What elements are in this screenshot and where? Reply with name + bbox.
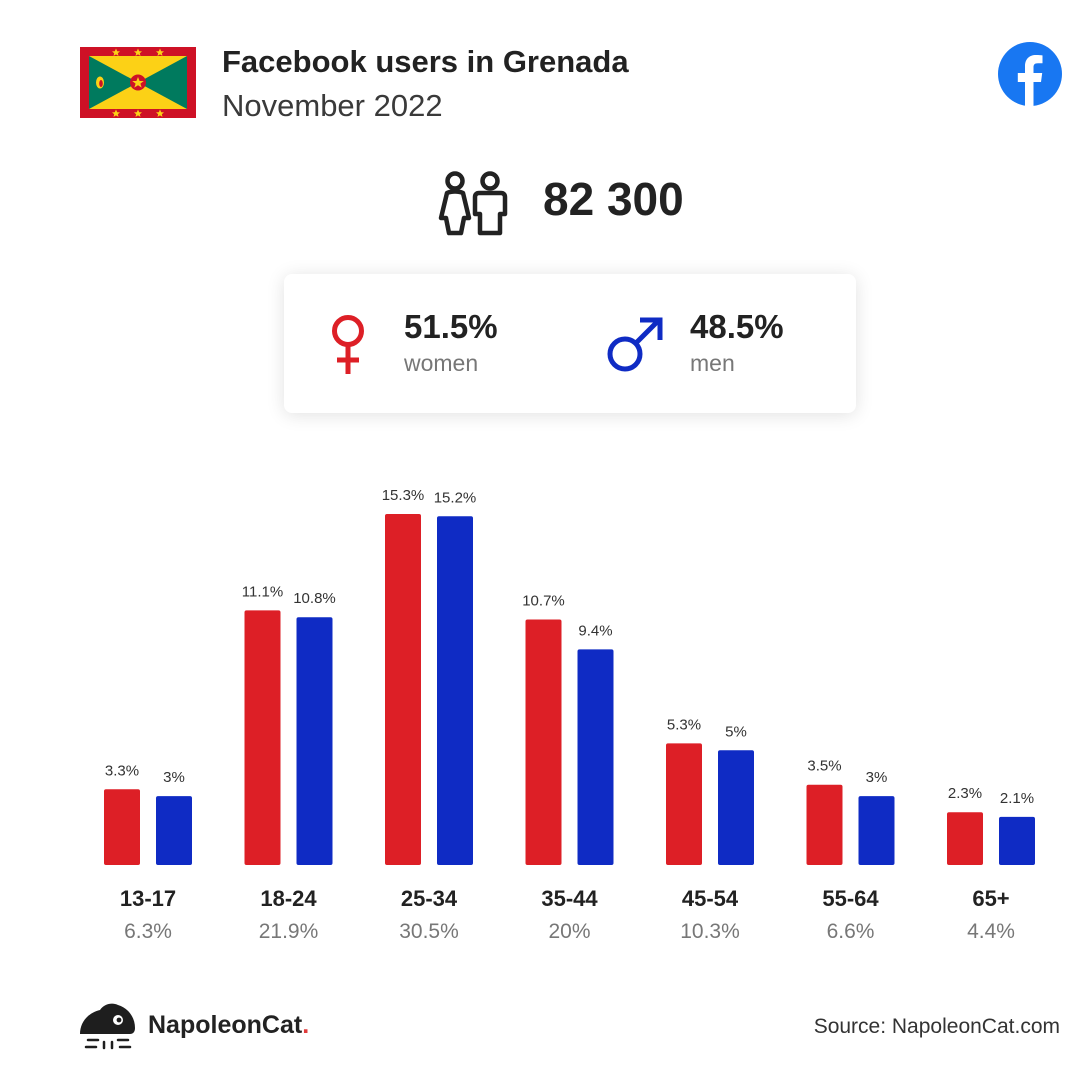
bar-13-17-series-0 bbox=[104, 789, 140, 865]
bar-value-label: 3.3% bbox=[105, 762, 139, 779]
women-label: women bbox=[404, 350, 479, 376]
bar-25-34-series-0 bbox=[385, 514, 421, 865]
bar-55-64-series-0 bbox=[806, 784, 843, 865]
category-total-label: 20% bbox=[548, 920, 590, 943]
category-total-label: 6.6% bbox=[827, 920, 875, 943]
female-symbol-icon bbox=[332, 315, 364, 374]
bar-55-64-series-1 bbox=[858, 796, 895, 865]
bar-35-44-series-1 bbox=[577, 649, 614, 865]
people-icon bbox=[438, 171, 508, 236]
brand-name: NapoleonCat. bbox=[148, 1011, 309, 1040]
brand-dot: . bbox=[302, 1011, 310, 1039]
grenada-flag-icon bbox=[80, 47, 196, 118]
bar-value-label: 9.4% bbox=[578, 622, 612, 639]
page-subtitle: November 2022 bbox=[222, 88, 443, 123]
bar-value-label: 10.7% bbox=[522, 593, 565, 610]
category-label: 45-54 bbox=[682, 886, 739, 911]
category-label: 25-34 bbox=[401, 886, 458, 911]
bar-65+-series-1 bbox=[999, 816, 1035, 865]
bar-25-34-series-1 bbox=[437, 516, 473, 865]
source-credit: Source: NapoleonCat.com bbox=[813, 1015, 1060, 1038]
bar-value-label: 3% bbox=[163, 769, 185, 786]
total-users: 82 300 bbox=[543, 173, 684, 225]
category-total-label: 21.9% bbox=[259, 920, 319, 943]
men-percentage: 48.5% bbox=[690, 308, 784, 345]
category-label: 65+ bbox=[972, 886, 1009, 911]
bar-value-label: 5.3% bbox=[667, 716, 701, 733]
category-label: 18-24 bbox=[260, 886, 317, 911]
bar-value-label: 11.1% bbox=[242, 583, 283, 600]
bar-value-label: 15.3% bbox=[382, 487, 425, 504]
bar-value-label: 2.1% bbox=[1000, 790, 1034, 807]
age-gender-bar-chart: 3.3% 3% 13-17 6.3% 11.1% 10.8% 18-24 21.9% 15.3%… bbox=[104, 487, 1035, 943]
bar-13-17-series-1 bbox=[156, 796, 192, 865]
male-symbol-icon bbox=[607, 317, 663, 372]
bar-18-24-series-1 bbox=[296, 617, 333, 865]
men-label: men bbox=[690, 350, 735, 376]
category-total-label: 4.4% bbox=[967, 920, 1015, 943]
bar-value-label: 3% bbox=[866, 769, 888, 786]
bar-value-label: 2.3% bbox=[948, 785, 982, 802]
category-label: 35-44 bbox=[541, 886, 598, 911]
bar-35-44-series-0 bbox=[525, 619, 562, 865]
bar-18-24-series-0 bbox=[244, 610, 281, 865]
bar-65+-series-0 bbox=[947, 812, 983, 865]
bar-value-label: 15.2% bbox=[434, 489, 477, 506]
facebook-logo-icon bbox=[998, 42, 1062, 106]
category-total-label: 30.5% bbox=[399, 920, 459, 943]
bar-value-label: 5% bbox=[725, 723, 747, 740]
category-total-label: 10.3% bbox=[680, 920, 740, 943]
bar-45-54-series-0 bbox=[666, 743, 702, 865]
bar-45-54-series-1 bbox=[718, 750, 754, 865]
women-percentage: 51.5% bbox=[404, 308, 498, 345]
page-title: Facebook users in Grenada bbox=[222, 44, 629, 79]
gender-card bbox=[284, 274, 856, 413]
category-label: 13-17 bbox=[120, 886, 176, 911]
bar-value-label: 3.5% bbox=[807, 758, 841, 775]
napoleoncat-logo-icon bbox=[80, 1003, 135, 1050]
bar-value-label: 10.8% bbox=[293, 590, 336, 607]
category-label: 55-64 bbox=[822, 886, 879, 911]
category-total-label: 6.3% bbox=[124, 920, 172, 943]
brand-name-text: NapoleonCat bbox=[148, 1011, 303, 1039]
